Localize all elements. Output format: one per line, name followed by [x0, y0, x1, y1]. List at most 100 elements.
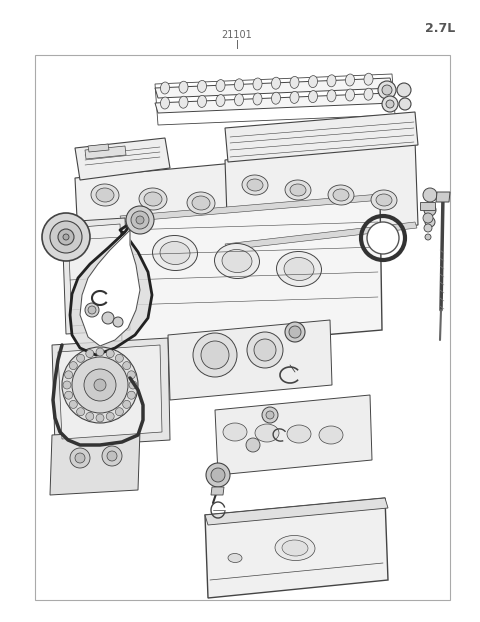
Ellipse shape — [91, 184, 119, 206]
Circle shape — [84, 369, 116, 401]
Polygon shape — [205, 498, 388, 525]
Bar — [35, 55, 450, 600]
Ellipse shape — [160, 241, 190, 264]
Polygon shape — [211, 487, 224, 495]
Circle shape — [262, 407, 278, 423]
Circle shape — [127, 391, 135, 399]
Ellipse shape — [272, 92, 280, 104]
Polygon shape — [225, 112, 418, 162]
Circle shape — [201, 341, 229, 369]
Ellipse shape — [160, 97, 169, 109]
Circle shape — [106, 412, 114, 420]
Circle shape — [77, 407, 84, 415]
Polygon shape — [75, 162, 248, 238]
Polygon shape — [120, 198, 382, 352]
Ellipse shape — [346, 89, 355, 101]
Polygon shape — [88, 144, 109, 152]
Ellipse shape — [160, 82, 169, 94]
Ellipse shape — [364, 73, 373, 85]
Ellipse shape — [144, 192, 162, 206]
Polygon shape — [70, 222, 152, 355]
Circle shape — [70, 448, 90, 468]
Circle shape — [378, 81, 396, 99]
Ellipse shape — [290, 91, 299, 103]
Ellipse shape — [228, 554, 242, 562]
Circle shape — [88, 306, 96, 314]
Circle shape — [123, 361, 131, 369]
Polygon shape — [420, 202, 435, 210]
Polygon shape — [85, 146, 126, 159]
Circle shape — [246, 438, 260, 452]
Ellipse shape — [371, 190, 397, 210]
Circle shape — [423, 213, 433, 223]
Ellipse shape — [179, 96, 188, 108]
Circle shape — [50, 221, 82, 253]
Ellipse shape — [290, 77, 299, 88]
Polygon shape — [120, 194, 382, 222]
Ellipse shape — [364, 88, 373, 100]
Ellipse shape — [333, 189, 349, 201]
Ellipse shape — [346, 74, 355, 86]
Ellipse shape — [153, 236, 197, 271]
Circle shape — [62, 347, 138, 423]
Circle shape — [58, 229, 74, 245]
Ellipse shape — [327, 75, 336, 87]
Ellipse shape — [282, 540, 308, 556]
Circle shape — [86, 412, 94, 420]
Ellipse shape — [242, 175, 268, 195]
Ellipse shape — [255, 424, 279, 442]
Polygon shape — [75, 138, 170, 180]
Polygon shape — [436, 192, 450, 202]
Circle shape — [96, 414, 104, 422]
Circle shape — [86, 350, 94, 358]
Circle shape — [266, 411, 274, 419]
Ellipse shape — [179, 81, 188, 93]
Circle shape — [193, 333, 237, 377]
Circle shape — [424, 224, 432, 232]
Circle shape — [129, 381, 137, 389]
Circle shape — [106, 350, 114, 358]
Circle shape — [424, 204, 436, 216]
Ellipse shape — [272, 77, 280, 89]
Ellipse shape — [216, 80, 225, 91]
Circle shape — [382, 96, 398, 112]
Ellipse shape — [216, 95, 225, 106]
Polygon shape — [225, 222, 417, 250]
Circle shape — [42, 213, 90, 261]
Ellipse shape — [275, 536, 315, 560]
Ellipse shape — [223, 423, 247, 441]
Circle shape — [96, 348, 104, 356]
Circle shape — [211, 468, 225, 482]
Ellipse shape — [276, 251, 322, 287]
Ellipse shape — [235, 94, 243, 106]
Polygon shape — [52, 338, 170, 447]
Circle shape — [115, 355, 123, 362]
Circle shape — [113, 317, 123, 327]
Ellipse shape — [139, 188, 167, 210]
Circle shape — [63, 381, 71, 389]
Circle shape — [254, 339, 276, 361]
Polygon shape — [155, 78, 393, 98]
Ellipse shape — [284, 258, 314, 281]
Ellipse shape — [327, 90, 336, 102]
Circle shape — [131, 211, 149, 229]
Circle shape — [75, 453, 85, 463]
Circle shape — [397, 83, 411, 97]
Circle shape — [72, 357, 128, 413]
Text: 21101: 21101 — [222, 30, 252, 40]
Ellipse shape — [192, 196, 210, 210]
Ellipse shape — [309, 76, 317, 88]
Circle shape — [399, 98, 411, 110]
Polygon shape — [225, 140, 418, 245]
Circle shape — [63, 234, 69, 240]
Circle shape — [367, 222, 399, 254]
Polygon shape — [50, 430, 140, 495]
Circle shape — [77, 355, 84, 362]
Ellipse shape — [309, 91, 317, 103]
Ellipse shape — [253, 93, 262, 105]
Ellipse shape — [247, 179, 263, 191]
Circle shape — [85, 303, 99, 317]
Circle shape — [425, 217, 435, 227]
Ellipse shape — [222, 249, 252, 272]
Ellipse shape — [376, 194, 392, 206]
